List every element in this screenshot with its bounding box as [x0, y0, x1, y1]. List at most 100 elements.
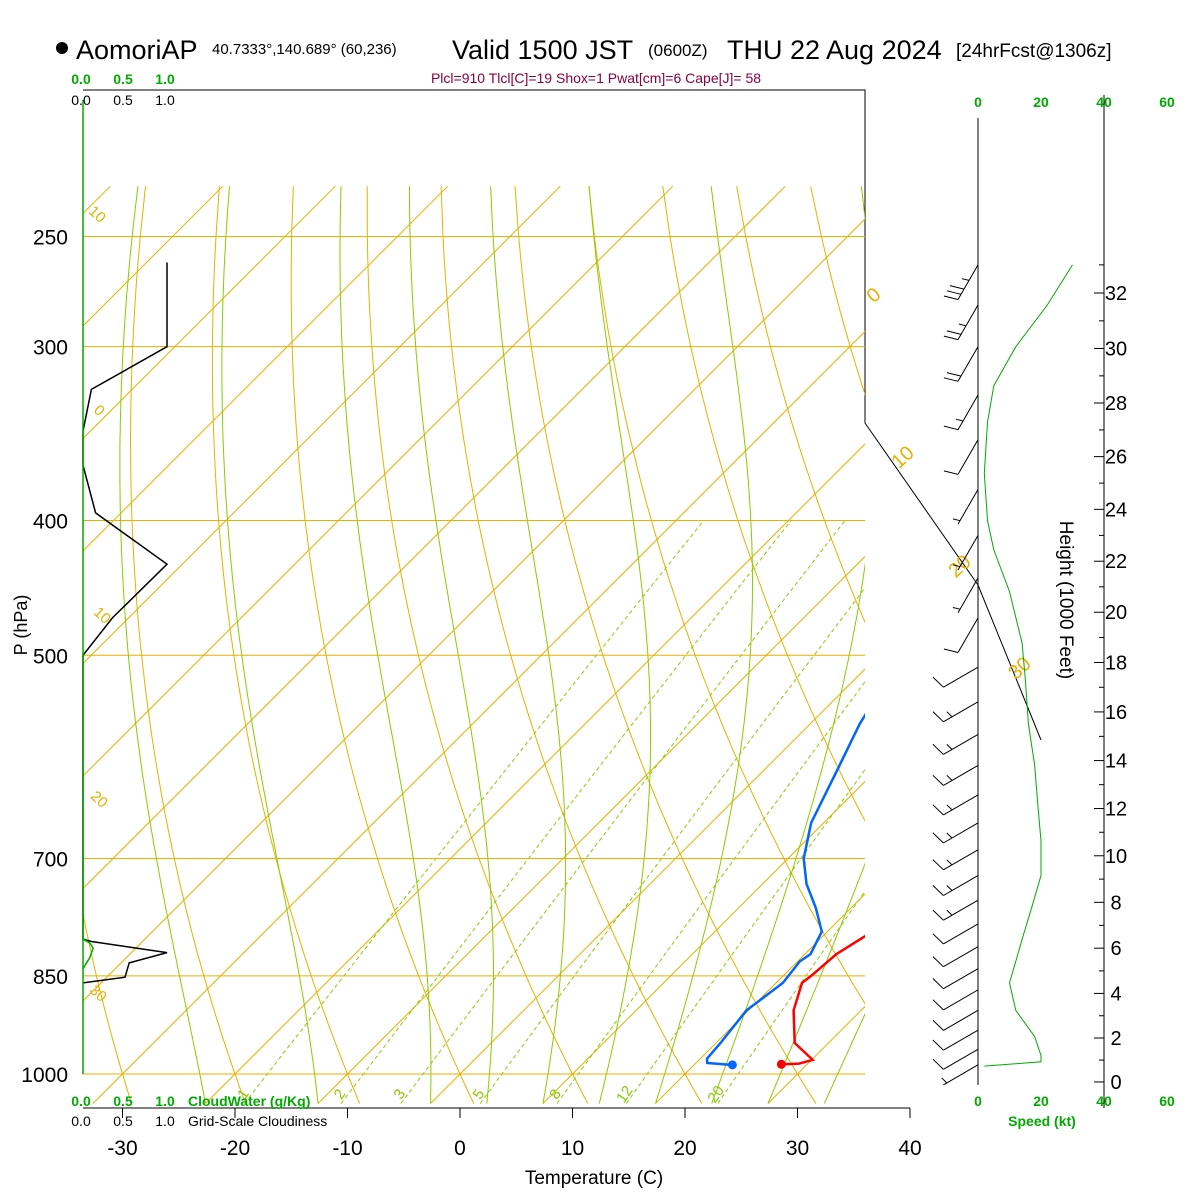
dry-adiabat	[1180, 186, 1200, 1103]
isotherm-label: 30	[1004, 653, 1035, 684]
stability-indices: Plcl=910 Tlcl[C]=19 Shox=1 Pwat[cm]=6 Ca…	[431, 70, 761, 86]
wind-barb-staff	[943, 989, 979, 1011]
mixing-ratio-label: 20	[704, 1083, 727, 1106]
wind-barb-staff	[957, 489, 979, 525]
wind-barb-half	[946, 744, 953, 750]
wind-barb	[932, 794, 979, 816]
wind-barb	[932, 1029, 979, 1051]
height-tick-label: 32	[1105, 283, 1127, 305]
wind-barb	[932, 849, 979, 871]
dry-adiabat	[366, 186, 589, 1104]
mixing-ratio-label: 3	[390, 1086, 409, 1103]
frame-diagonal	[83, 89, 1042, 741]
x-tick-label: 30	[786, 1137, 809, 1160]
wind-barb-half	[952, 564, 961, 568]
pressure-tick-label: 300	[33, 337, 68, 360]
isotherm	[83, 218, 865, 1002]
dry-adiabat	[588, 186, 865, 1005]
wind-barb	[941, 1064, 979, 1086]
surface-temperature-dot	[776, 1059, 786, 1069]
mixing-ratio-label: 8	[546, 1086, 565, 1103]
dry-adiabat	[810, 186, 865, 396]
wind-barb	[932, 989, 979, 1011]
cloudiness-tick-bottom: 0.5	[113, 1113, 133, 1129]
wind-barb-staff	[943, 923, 979, 945]
moist-adiabat	[823, 1012, 865, 1104]
wind-barb-flag	[946, 372, 962, 377]
station-name: AomoriAP	[76, 35, 198, 65]
wind-barb-half	[952, 607, 961, 610]
pressure-tick-label: 700	[33, 849, 68, 872]
height-tick-label: 20	[1105, 602, 1127, 624]
wind-barb-staff	[943, 946, 979, 968]
moist-adiabat	[588, 186, 651, 1104]
mixing-ratio-label: 12	[613, 1083, 636, 1106]
dry-adiabat	[885, 186, 1200, 1103]
wind-barb	[943, 394, 979, 431]
wind-barb-flag	[932, 832, 944, 844]
wind-barb-flag	[932, 933, 944, 945]
wind-barb-staff	[957, 394, 979, 430]
wind-barb-staff	[943, 794, 979, 816]
station-dot-icon	[56, 42, 68, 54]
wind-barb-flag	[946, 290, 962, 295]
valid-zulu: (0600Z)	[648, 41, 708, 60]
wind-barb-flag	[932, 885, 944, 896]
dry-adiabat-label: 10	[90, 604, 114, 628]
dry-adiabat	[211, 186, 361, 1104]
cloudwater-tick-top: 0.0	[71, 71, 91, 87]
dry-adiabat	[736, 186, 865, 624]
wind-barb-flag	[949, 285, 965, 290]
height-tick-label: 28	[1105, 393, 1127, 415]
cloudiness-tick-top: 1.0	[155, 92, 175, 108]
wind-speed-tick-bottom: 20	[1033, 1093, 1049, 1109]
moist-adiabat	[490, 186, 567, 1104]
x-tick-label: 40	[898, 1137, 921, 1160]
wind-barb-half	[961, 278, 970, 281]
wind-barb-flag	[943, 648, 959, 653]
height-tick-label: 16	[1105, 702, 1127, 724]
wind-barb-staff	[957, 439, 979, 475]
x-tick-label: -20	[220, 1137, 250, 1160]
wind-barb	[932, 946, 979, 968]
wind-barb-flag	[946, 330, 962, 335]
dry-adiabat	[83, 911, 132, 1104]
wind-barb-staff	[943, 1064, 979, 1086]
wind-barb-half	[952, 518, 961, 522]
mixing-ratio-line	[479, 587, 865, 1104]
wind-barb-half	[946, 832, 953, 839]
cloudiness-tick-top: 0.5	[113, 92, 133, 108]
wind-speed-tick-top: 0	[974, 94, 982, 110]
wind-barb-staff	[943, 764, 979, 786]
moist-adiabat	[221, 186, 319, 1104]
isotherm	[205, 443, 865, 1104]
cloudwater-tick-bottom: 0.0	[71, 1093, 91, 1109]
cloudwater-tick-top: 1.0	[155, 71, 175, 87]
moist-adiabat	[881, 186, 1200, 1103]
isotherm	[993, 186, 1200, 1103]
wind-barb	[932, 875, 979, 896]
wind-barb-staff	[957, 535, 979, 571]
cloudiness-label: Grid-Scale Cloudiness	[188, 1113, 327, 1129]
mixing-ratio-line	[244, 520, 705, 1104]
wind-barb	[952, 489, 979, 525]
wind-barb-flag	[932, 859, 944, 871]
wind-barb-flag	[932, 711, 944, 723]
valid-time: Valid 1500 JST	[452, 35, 633, 65]
mixing-ratio-line	[556, 680, 865, 1104]
wind-barb-flag	[943, 377, 959, 382]
x-tick-label: -30	[107, 1137, 137, 1160]
wind-barb	[943, 346, 979, 382]
wind-barb	[952, 577, 979, 613]
wind-barb-flag	[932, 1019, 944, 1031]
cloudiness-tick-bottom: 0.0	[71, 1113, 91, 1129]
wind-barb-staff	[957, 304, 979, 340]
x-tick-label: -10	[332, 1137, 362, 1160]
dry-adiabat-label: 10	[85, 203, 109, 227]
dewpoint-line	[705, 713, 865, 1067]
wind-barb-staff	[943, 1029, 979, 1051]
wind-barb	[943, 439, 979, 475]
height-tick-label: 4	[1110, 983, 1121, 1005]
